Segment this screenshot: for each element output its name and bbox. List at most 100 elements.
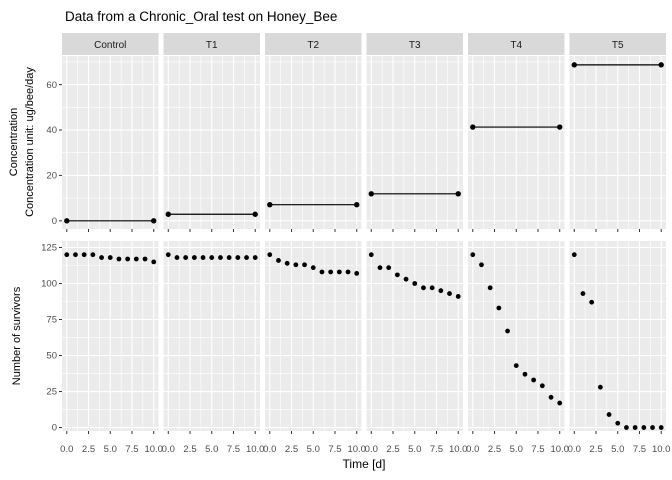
survivor-point [641, 425, 647, 430]
x-axis-tick-label: 5.0 [104, 444, 117, 455]
survivor-point [368, 252, 374, 258]
survivor-point [165, 252, 171, 258]
x-axis-tick-label: 7.5 [430, 444, 443, 455]
survivor-point [522, 371, 528, 377]
survivor-point [487, 285, 493, 291]
x-axis-tick-label: 7.5 [633, 444, 646, 455]
survivor-point [81, 252, 87, 258]
x-axis-tick-label: 7.5 [328, 444, 341, 455]
x-axis-tick-label: 0.0 [568, 444, 581, 455]
survivor-point [403, 276, 409, 282]
facet-strip [468, 33, 565, 55]
x-axis-tick-label: 10.0 [550, 444, 569, 455]
y-axis-tick-label: 100 [41, 279, 57, 290]
survivor-point [125, 256, 131, 262]
x-axis-tick-label: 10.0 [144, 444, 163, 455]
survivor-point [571, 252, 577, 258]
concentration-point [470, 124, 476, 130]
survivor-point [557, 400, 563, 406]
survivor-point [377, 265, 383, 271]
facet-strip-label: T5 [612, 40, 624, 51]
y-axis-tick-label: 0 [52, 423, 57, 434]
y-axis-tick-label: 125 [41, 243, 57, 254]
survivor-point [218, 255, 223, 260]
survivor-point [589, 299, 595, 305]
survivor-point [447, 291, 452, 296]
survivor-point [580, 291, 586, 296]
x-axis-tick-label: 10.0 [246, 444, 265, 455]
x-axis-tick-label: 10.0 [449, 444, 468, 455]
survivor-point [513, 363, 519, 369]
x-axis-title: Time [d] [342, 457, 386, 471]
survivor-point [548, 394, 554, 400]
survivor-point [209, 255, 215, 260]
x-axis-tick-label: 0.0 [162, 444, 175, 455]
y-axis-tick-label: 25 [46, 387, 57, 398]
x-axis-tick-label: 5.0 [510, 444, 523, 455]
survivor-point [276, 258, 281, 263]
survivor-point [99, 255, 104, 260]
facet-strip-label: Control [94, 40, 126, 51]
x-axis-tick-label: 2.5 [386, 444, 399, 455]
y-axis-tick-label: 75 [46, 315, 57, 326]
facet-strip [569, 33, 666, 55]
facet-strip [62, 33, 159, 55]
survivor-point [226, 255, 232, 260]
survivor-point [191, 255, 197, 260]
survivor-point [386, 265, 392, 271]
survivor-point [200, 255, 206, 260]
survivor-point [252, 255, 258, 260]
concentration-point [252, 211, 258, 217]
survivor-point [505, 328, 510, 334]
x-axis-tick-label: 5.0 [408, 444, 421, 455]
y-axis-tick-label: 50 [46, 351, 57, 362]
survivor-point [90, 252, 96, 258]
survivor-point [319, 269, 325, 275]
survivor-point [267, 252, 273, 258]
survivor-point [354, 271, 360, 276]
survivor-point [470, 252, 476, 258]
x-axis-tick-label: 10.0 [347, 444, 366, 455]
concentration-point [557, 124, 563, 130]
survivor-point [116, 256, 122, 262]
facet-strip-label: T3 [409, 40, 421, 51]
concentration-point [165, 211, 171, 217]
survivor-point [107, 255, 113, 260]
facet-strip [366, 33, 463, 55]
concentration-point [455, 191, 461, 197]
x-axis-tick-label: 7.5 [227, 444, 240, 455]
x-axis-tick-label: 0.0 [263, 444, 276, 455]
survivor-point [421, 285, 426, 291]
survivor-point [64, 252, 70, 258]
concentration-point [151, 218, 157, 224]
survivor-point [479, 262, 484, 268]
survivor-point [151, 259, 157, 265]
y-axis-title-survivors: Number of survivors [11, 286, 23, 386]
y-axis-tick-label: 40 [46, 125, 57, 136]
survivor-point [133, 256, 139, 262]
y-axis-tick-label: 0 [52, 216, 57, 227]
survivor-point [496, 305, 502, 311]
x-axis-tick-label: 7.5 [531, 444, 544, 455]
survivor-point [624, 425, 629, 430]
concentration-point [64, 218, 70, 224]
survivor-point [183, 255, 189, 260]
x-axis-tick-label: 5.0 [611, 444, 624, 455]
survivor-point [539, 383, 545, 389]
survivor-point [531, 377, 537, 383]
concentration-point [354, 202, 360, 208]
concentration-point [267, 202, 273, 208]
survivor-point [328, 269, 334, 275]
x-axis-tick-label: 2.5 [589, 444, 602, 455]
concentration-point [658, 62, 664, 68]
survivor-point [658, 425, 664, 430]
y-axis-tick-label: 20 [46, 171, 57, 182]
survivor-point [336, 269, 342, 275]
survivor-point [606, 412, 612, 417]
x-axis-tick-label: 5.0 [205, 444, 218, 455]
concentration-point [571, 62, 577, 68]
survivor-point [394, 272, 400, 278]
y-axis-tick-label: 60 [46, 80, 57, 91]
facet-strip [163, 33, 260, 55]
